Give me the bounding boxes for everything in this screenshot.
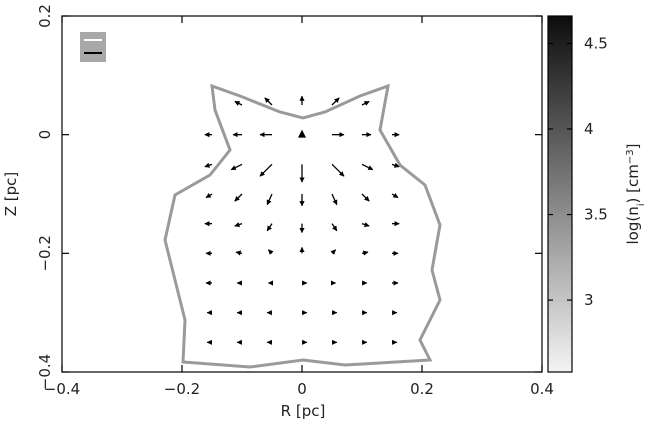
label-part: ) [cm <box>624 164 642 203</box>
y-tick-label: 0 <box>36 130 54 140</box>
velocity-arrow <box>361 163 374 171</box>
colorbar <box>547 15 573 373</box>
source-marker <box>298 129 306 138</box>
velocity-arrow <box>391 192 399 199</box>
velocity-arrow <box>331 193 338 206</box>
label-part: i <box>636 203 647 206</box>
velocity-arrow <box>361 222 370 228</box>
label-part: log(n <box>624 206 642 244</box>
velocity-arrow <box>205 192 213 199</box>
velocity-arrow <box>330 249 337 255</box>
velocity-arrow <box>235 250 243 256</box>
y-axis-label: Z [pc] <box>2 172 20 217</box>
colorbar-tick-label: 3.5 <box>584 206 608 224</box>
velocity-arrow <box>267 249 274 255</box>
colorbar-tick-label: 4.5 <box>584 34 608 52</box>
velocity-arrow <box>361 100 370 106</box>
x-tick-label: 0 <box>297 380 307 398</box>
y-tick-label: −0.2 <box>36 235 54 271</box>
velocity-arrow <box>264 97 273 106</box>
colorbar-tick-label: 4 <box>584 120 594 138</box>
velocity-arrow <box>234 100 243 106</box>
velocity-arrow <box>266 193 273 206</box>
velocity-arrow <box>259 163 273 177</box>
x-tick-label: 0.2 <box>410 380 434 398</box>
x-tick-label: −0.4 <box>44 380 80 398</box>
label-part: −3 <box>625 149 636 164</box>
velocity-arrow <box>204 162 213 168</box>
x-tick-label: −0.2 <box>164 380 200 398</box>
velocity-arrow <box>361 250 369 256</box>
velocity-arrow <box>230 163 243 171</box>
velocity-arrow <box>391 162 400 168</box>
velocity-arrow <box>331 97 340 106</box>
y-tick-label: −0.4 <box>36 354 54 390</box>
colorbar-label: log(ni) [cm−3] <box>624 144 647 245</box>
velocity-arrow <box>266 223 273 232</box>
velocity-arrow <box>331 223 338 232</box>
velocity-arrow <box>361 193 370 202</box>
velocity-arrow <box>234 222 243 228</box>
legend-box <box>80 32 106 62</box>
label-part: ] <box>624 144 642 150</box>
x-axis-label: R [pc] <box>281 402 326 420</box>
x-tick-label: 0.4 <box>530 380 554 398</box>
velocity-arrow <box>331 163 345 177</box>
y-tick-label: 0.2 <box>36 4 54 28</box>
colorbar-tick-label: 3 <box>584 291 594 309</box>
velocity-arrow <box>234 193 243 202</box>
